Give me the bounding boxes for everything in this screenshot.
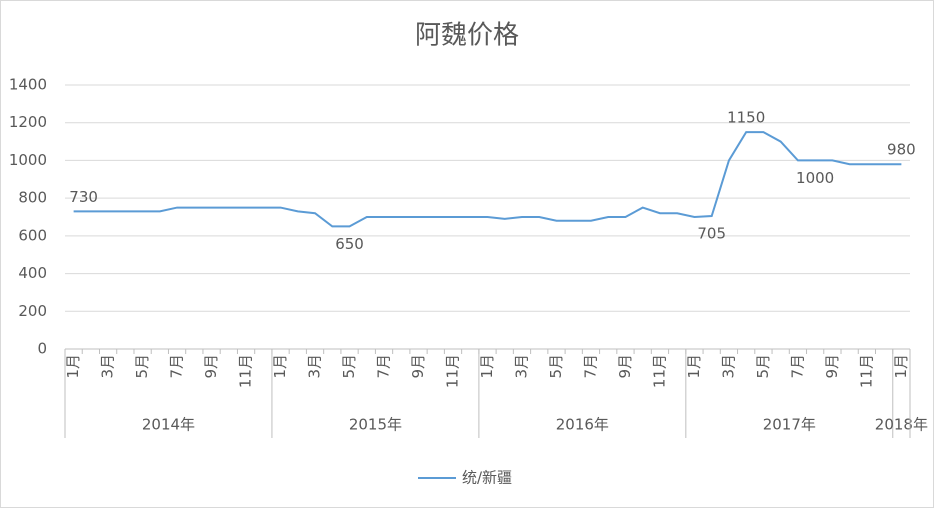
y-tick-label: 1200 — [9, 113, 47, 131]
x-tick-label: 3月 — [719, 354, 737, 379]
x-group-label: 2014年 — [142, 416, 195, 434]
x-tick-label: 7月 — [788, 354, 806, 379]
y-tick-label: 400 — [18, 264, 47, 282]
x-tick-label: 5月 — [133, 354, 151, 379]
y-tick-label: 0 — [37, 340, 47, 358]
data-line — [73, 131, 902, 228]
data-label: 650 — [335, 235, 364, 253]
x-tick-label: 1月 — [478, 354, 496, 379]
y-tick-label: 200 — [18, 302, 47, 320]
x-tick-label: 3月 — [99, 354, 117, 379]
x-tick-label: 9月 — [202, 354, 220, 379]
x-tick-label: 7月 — [581, 354, 599, 379]
x-tick-label: 9月 — [409, 354, 427, 379]
x-tick-label: 3月 — [306, 354, 324, 379]
x-tick-label: 5月 — [340, 354, 358, 379]
x-tick-label: 7月 — [168, 354, 186, 379]
data-label: 980 — [887, 141, 916, 159]
x-tick-label: 9月 — [823, 354, 841, 379]
x-tick-label: 3月 — [512, 354, 530, 379]
y-tick-label: 1400 — [9, 76, 47, 94]
x-tick-label: 1月 — [271, 354, 289, 379]
y-tick-label: 1000 — [9, 151, 47, 169]
y-tick-label: 800 — [18, 189, 47, 207]
x-tick-label: 9月 — [616, 354, 634, 379]
x-group-label: 2017年 — [763, 416, 816, 434]
data-label: 730 — [69, 188, 98, 206]
x-tick-label: 11月 — [444, 354, 462, 388]
data-label: 1000 — [796, 169, 834, 187]
data-label: 705 — [697, 225, 726, 243]
data-label: 1150 — [727, 109, 765, 127]
x-tick-label: 1月 — [685, 354, 703, 379]
x-tick-label: 1月 — [64, 354, 82, 379]
y-tick-label: 600 — [18, 226, 47, 244]
x-tick-label: 5月 — [754, 354, 772, 379]
x-group-label: 2015年 — [349, 416, 402, 434]
x-group-label: 2016年 — [556, 416, 609, 434]
x-group-label: 2018年 — [875, 416, 928, 434]
x-tick-label: 7月 — [375, 354, 393, 379]
chart-title: 阿魏价格 — [415, 21, 519, 51]
x-tick-label: 11月 — [650, 354, 668, 388]
x-tick-label: 1月 — [892, 354, 910, 379]
x-tick-label: 11月 — [237, 354, 255, 388]
x-tick-label: 11月 — [857, 354, 875, 388]
x-tick-label: 5月 — [547, 354, 565, 379]
legend-label: 统/新疆 — [462, 469, 512, 487]
